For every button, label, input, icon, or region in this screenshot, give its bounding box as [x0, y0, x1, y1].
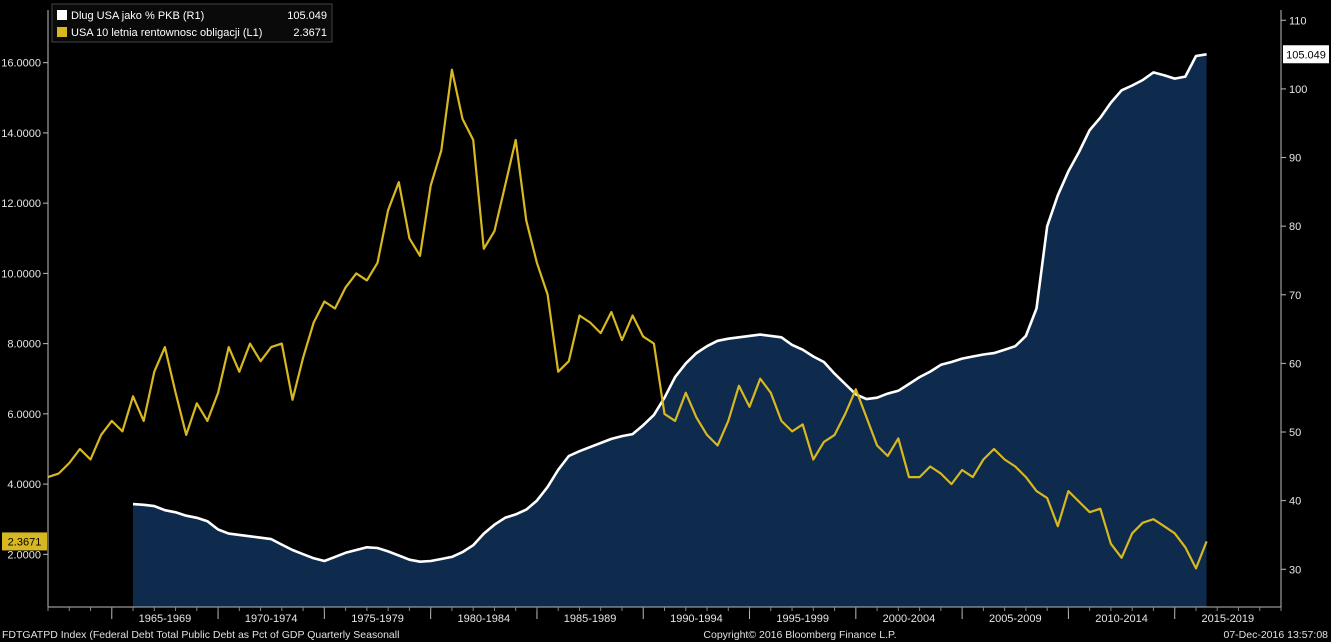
debt-last-value-badge — [1283, 45, 1329, 64]
legend: Dlug USA jako % PKB (R1) 105.049 USA 10 … — [51, 3, 333, 43]
x-tick-label: 1995-1999 — [776, 613, 829, 625]
legend-value-yield: 2.3671 — [293, 27, 327, 39]
footer: FDTGATPD Index (Federal Debt Total Publi… — [2, 629, 1328, 641]
legend-swatch-debt — [57, 10, 67, 20]
left-tick-label: 6.0000 — [7, 409, 41, 421]
left-tick-label: 2.0000 — [7, 549, 41, 561]
debt-last-value-text: 105.049 — [1286, 49, 1326, 61]
x-tick-label: 1980-1984 — [457, 613, 510, 625]
legend-swatch-yield — [57, 27, 67, 37]
right-tick-label: 60 — [1289, 358, 1301, 370]
left-tick-label: 8.0000 — [7, 339, 41, 351]
left-tick-label: 4.0000 — [7, 479, 41, 491]
x-tick-label: 1975-1979 — [351, 613, 404, 625]
footer-copyright: Copyright© 2016 Bloomberg Finance L.P. — [703, 629, 896, 641]
yield-last-value-text: 2.3671 — [8, 536, 42, 548]
right-tick-label: 30 — [1289, 564, 1301, 576]
x-tick-label: 2000-2004 — [883, 613, 936, 625]
yield-last-value-badge — [2, 532, 47, 551]
legend-background — [51, 3, 333, 43]
left-tick-label: 12.0000 — [1, 198, 41, 210]
yield-line — [47, 68, 1208, 570]
right-tick-label: 80 — [1289, 221, 1301, 233]
debt-area-layer — [133, 54, 1207, 608]
axes-layer — [43, 10, 1286, 619]
right-tick-label: 110 — [1289, 15, 1307, 27]
x-tick-label: 2010-2014 — [1095, 613, 1148, 625]
x-tick-label: 2005-2009 — [989, 613, 1042, 625]
legend-value-debt: 105.049 — [287, 10, 327, 22]
x-tick-label: 1965-1969 — [139, 613, 192, 625]
footer-ticker: FDTGATPD Index (Federal Debt Total Publi… — [2, 629, 399, 641]
x-tick-label: 1990-1994 — [670, 613, 723, 625]
right-tick-label: 40 — [1289, 496, 1301, 508]
right-tick-label: 70 — [1289, 290, 1301, 302]
x-tick-label: 1985-1989 — [564, 613, 617, 625]
labels-layer: 2.0000 4.0000 6.0000 8.0000 10.0000 12.0000 14… — [1, 15, 1329, 625]
x-tick-label: 2015-2019 — [1202, 613, 1255, 625]
right-tick-label: 90 — [1289, 153, 1301, 165]
footer-timestamp: 07-Dec-2016 13:57:08 — [1224, 629, 1329, 641]
x-tick-label: 1970-1974 — [245, 613, 298, 625]
legend-label-yield: USA 10 letnia rentownosc obligacji (L1) — [71, 27, 262, 39]
line-layer — [47, 53, 1208, 570]
right-tick-label: 100 — [1289, 84, 1307, 96]
debt-area-fill — [133, 54, 1207, 608]
left-tick-label: 10.0000 — [1, 268, 41, 280]
right-tick-label: 50 — [1289, 427, 1301, 439]
left-tick-label: 16.0000 — [1, 58, 41, 70]
legend-label-debt: Dlug USA jako % PKB (R1) — [71, 10, 204, 22]
debt-line — [132, 53, 1207, 563]
left-tick-label: 14.0000 — [1, 128, 41, 140]
